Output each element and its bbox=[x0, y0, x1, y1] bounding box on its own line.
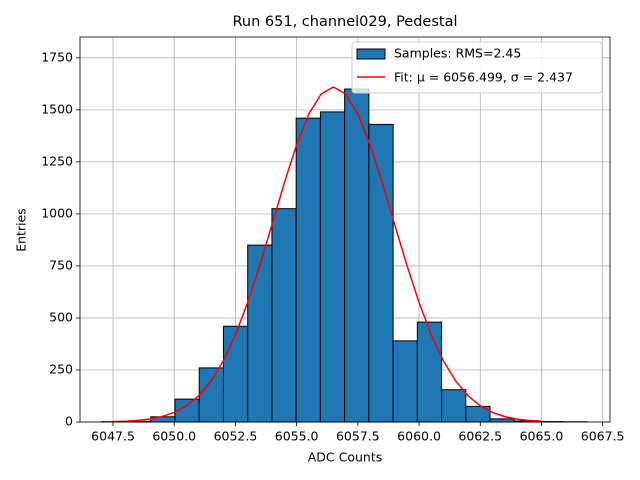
x-tick-label: 6060.0 bbox=[397, 429, 441, 444]
legend-label: Fit: μ = 6056.499, σ = 2.437 bbox=[394, 70, 573, 85]
y-tick-label: 1500 bbox=[41, 101, 73, 116]
axes-frame bbox=[79, 36, 611, 423]
bar bbox=[319, 111, 346, 423]
x-tick-label: 6067.5 bbox=[581, 429, 625, 444]
x-tick-label: 6050.0 bbox=[152, 429, 196, 444]
bar bbox=[344, 88, 370, 423]
bar bbox=[392, 340, 418, 423]
y-tick-label: 750 bbox=[49, 257, 73, 272]
bar bbox=[222, 325, 249, 423]
x-tick-label: 6065.0 bbox=[520, 429, 564, 444]
y-tick-label: 1250 bbox=[41, 153, 73, 168]
y-tick-label: 0 bbox=[65, 414, 73, 429]
bar bbox=[489, 418, 515, 423]
y-tick-label: 250 bbox=[49, 361, 73, 376]
legend-swatch bbox=[356, 48, 386, 60]
y-tick-label: 1750 bbox=[41, 49, 73, 64]
x-tick-label: 6062.5 bbox=[458, 429, 502, 444]
y-tick-label: 500 bbox=[49, 309, 73, 324]
bar bbox=[198, 367, 224, 423]
x-tick-label: 6047.5 bbox=[91, 429, 135, 444]
chart-title: Run 651, channel029, Pedestal bbox=[232, 14, 457, 30]
legend-box bbox=[351, 41, 603, 94]
bar bbox=[416, 321, 443, 423]
y-tick-label: 1000 bbox=[41, 205, 73, 220]
bar bbox=[368, 123, 394, 423]
legend-label: Samples: RMS=2.45 bbox=[394, 46, 521, 61]
x-axis-label: ADC Counts bbox=[308, 450, 383, 465]
bar bbox=[441, 389, 467, 423]
bar bbox=[247, 244, 273, 423]
y-axis-label: Entries bbox=[14, 208, 29, 252]
x-tick-label: 6052.5 bbox=[214, 429, 258, 444]
x-tick-label: 6055.0 bbox=[275, 429, 319, 444]
bar bbox=[295, 117, 321, 423]
fit-line bbox=[100, 86, 542, 423]
bar bbox=[271, 208, 297, 423]
x-tick-label: 6057.5 bbox=[336, 429, 380, 444]
